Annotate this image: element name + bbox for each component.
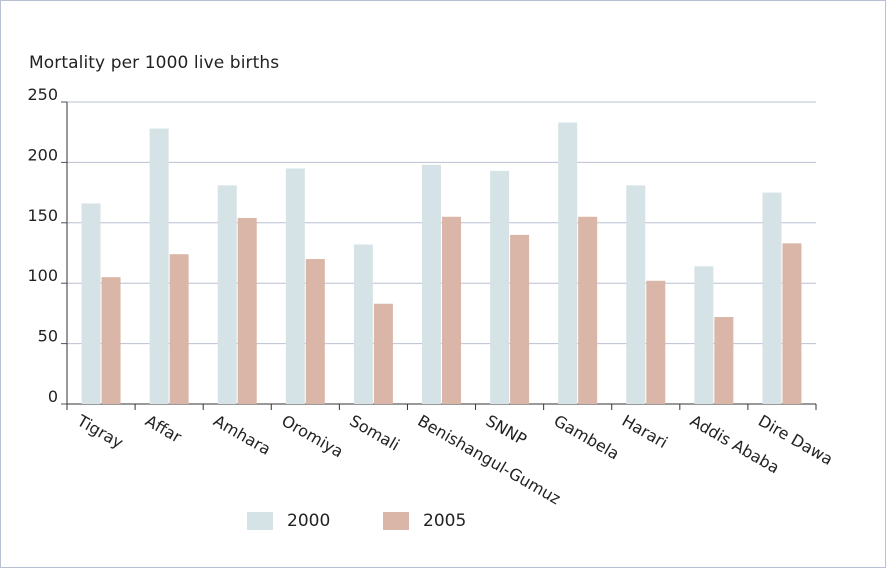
x-tick-label-amhara: Amhara [210,411,274,459]
bar-addis-ababa-2000 [694,266,714,404]
legend-swatch-2000 [247,512,273,530]
x-tick-label-somali: Somali [346,411,402,455]
x-tick-label-tigray: Tigray [73,411,126,453]
legend-label-2000: 2000 [287,511,331,531]
x-tick-label-harari: Harari [619,411,671,452]
legend-label-2005: 2005 [423,511,467,531]
bar-tigray-2005 [101,277,121,404]
bar-harari-2000 [626,185,646,404]
bar-oromiya-2000 [285,168,305,404]
x-tick-label-affar: Affar [142,411,185,447]
y-tick-label-0: 0 [48,387,58,406]
legend-swatch-2005 [383,512,409,530]
bar-somali-2005 [373,303,393,404]
legend-item-2005: 2005 [383,511,466,531]
bar-snnp-2005 [510,234,530,404]
bar-gambela-2005 [578,216,598,404]
bar-somali-2000 [353,244,373,404]
bar-amhara-2000 [217,185,237,404]
bar-benishangul-gumuz-2005 [442,216,461,404]
legend-item-2000: 2000 [247,511,330,531]
y-tick-label-250: 250 [27,85,58,104]
y-tick-label-100: 100 [27,266,58,285]
bar-harari-2005 [646,280,666,404]
bar-affar-2005 [169,254,189,404]
bar-amhara-2005 [237,217,257,404]
bar-gambela-2000 [558,122,578,404]
bar-dire-dawa-2005 [782,243,802,404]
x-tick-label-gambela: Gambela [551,411,623,463]
bar-dire-dawa-2000 [762,192,782,404]
y-tick-label-200: 200 [27,145,58,164]
bar-snnp-2000 [490,170,510,404]
bar-affar-2000 [149,128,169,404]
y-tick-label-50: 50 [38,327,58,346]
bar-oromiya-2005 [305,259,325,404]
bar-addis-ababa-2005 [714,317,734,404]
y-axis-label: Mortality per 1000 live births [29,53,280,73]
bar-benishangul-gumuz-2000 [422,164,441,404]
x-tick-label-snnp: SNNP [483,411,531,450]
y-tick-label-150: 150 [27,206,58,225]
bar-tigray-2000 [81,203,101,404]
x-tick-label-oromiya: Oromiya [278,411,346,461]
